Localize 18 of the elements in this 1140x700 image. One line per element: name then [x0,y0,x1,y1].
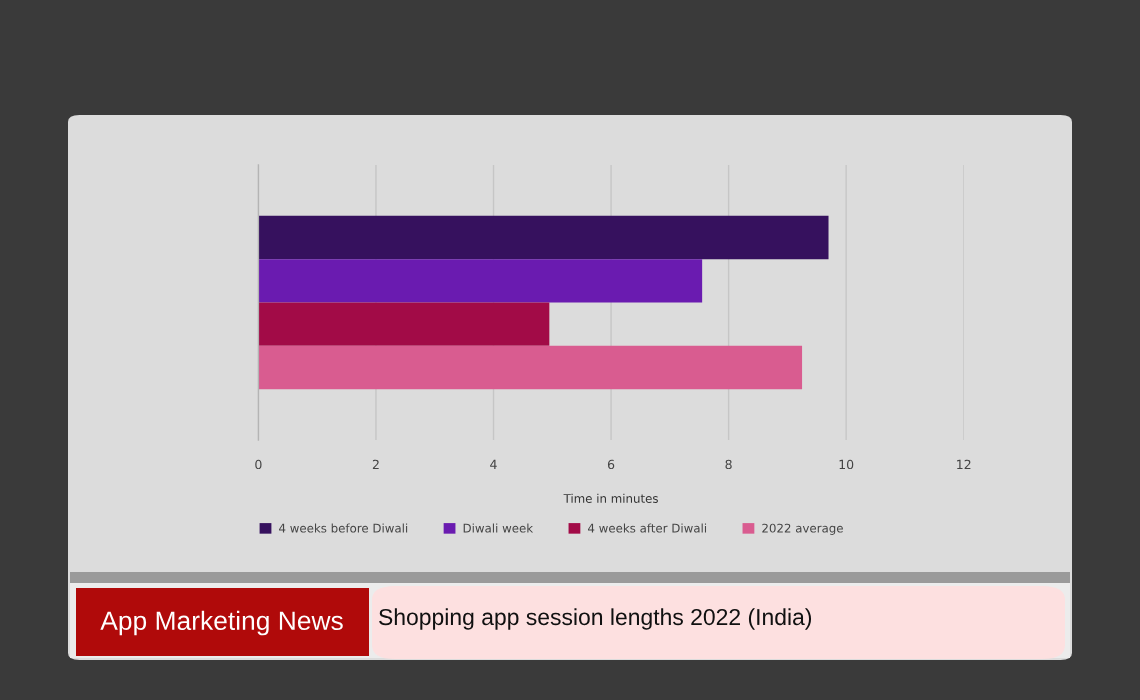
x-axis-title: Time in minutes [563,493,658,503]
bar [258,259,703,303]
x-tick-label: 8 [725,459,732,470]
x-tick-label: 4 [490,459,497,469]
text: Shopping app session lengths 2022 (India) [379,608,812,630]
x-tick-label: 0 [255,459,262,470]
legend-label: 4 weeks before Diwali [279,523,408,533]
text: App Marketing News [100,610,343,636]
x-tick-label: 12 [957,459,971,469]
legend-label: Diwali week [463,523,534,533]
bar [258,345,803,390]
legend-label: 4 weeks after Diwali [588,523,707,533]
legend-label: 2022 average [762,523,843,535]
x-tick-label: 6 [607,459,615,470]
bar [258,302,550,346]
x-tick-label: 10 [839,459,854,470]
bar [258,215,829,260]
x-tick-label: 2 [372,459,379,469]
